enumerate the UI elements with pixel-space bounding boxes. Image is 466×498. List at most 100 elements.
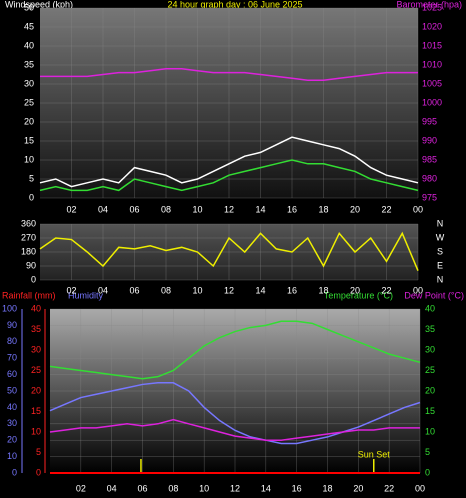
y-tick-label: 10 bbox=[24, 154, 34, 164]
y-tick-label: 15 bbox=[31, 406, 41, 416]
y-tick-label: 5 bbox=[36, 447, 41, 457]
y-tick-label: 1010 bbox=[422, 59, 442, 69]
y-tick-label: 0 bbox=[425, 467, 430, 477]
y-tick-label: 0 bbox=[36, 467, 41, 477]
x-tick-label: 06 bbox=[137, 483, 147, 493]
series-line bbox=[39, 159, 419, 192]
baro-label: Barometer (hpa) bbox=[396, 0, 462, 9]
x-tick-label: 16 bbox=[287, 204, 297, 214]
y-tick-label: 985 bbox=[422, 154, 437, 164]
y-tick-label: 30 bbox=[31, 344, 41, 354]
y-tick-label: 25 bbox=[425, 365, 435, 375]
x-tick-label: 12 bbox=[224, 285, 234, 295]
series-line bbox=[39, 231, 419, 271]
y-tick-label: 50 bbox=[24, 2, 34, 12]
series-line bbox=[49, 418, 420, 441]
x-tick-label: 00 bbox=[415, 483, 425, 493]
y-tick-label: 10 bbox=[31, 426, 41, 436]
x-tick-label: 12 bbox=[224, 204, 234, 214]
wind-label: Windspeed (kph) bbox=[5, 0, 73, 9]
x-tick-label: 22 bbox=[381, 204, 391, 214]
x-tick-label: 08 bbox=[161, 204, 171, 214]
x-tick-label: 02 bbox=[66, 204, 76, 214]
y-tick-label: 30 bbox=[7, 418, 17, 428]
y-tick-label: 60 bbox=[7, 369, 17, 379]
series-line bbox=[39, 136, 419, 188]
y-tick-label: 30 bbox=[24, 78, 34, 88]
y-tick-label: 45 bbox=[24, 21, 34, 31]
x-tick-label: 06 bbox=[129, 204, 139, 214]
title: 24 hour graph day : 06 June 2025 bbox=[167, 0, 302, 9]
x-tick-label: 20 bbox=[350, 285, 360, 295]
y-tick-label: E bbox=[437, 260, 443, 270]
y-tick-label: 40 bbox=[425, 303, 435, 313]
x-tick-label: 14 bbox=[261, 483, 271, 493]
y-tick-label: 0 bbox=[31, 274, 36, 284]
y-tick-label: 40 bbox=[31, 303, 41, 313]
y-tick-label: 20 bbox=[7, 435, 17, 445]
x-tick-label: 10 bbox=[192, 204, 202, 214]
temp-label: Temperature (°C) bbox=[324, 290, 393, 300]
y-tick-label: 100 bbox=[2, 303, 17, 313]
x-tick-label: 04 bbox=[98, 285, 108, 295]
y-tick-label: 975 bbox=[422, 192, 437, 202]
y-tick-label: 90 bbox=[7, 320, 17, 330]
x-tick-label: 00 bbox=[413, 285, 423, 295]
y-tick-label: 20 bbox=[425, 385, 435, 395]
y-tick-label: N bbox=[437, 218, 444, 228]
rain-label: Rainfall (mm) bbox=[2, 290, 56, 300]
dew-label: Dew Point (°C) bbox=[404, 290, 464, 300]
y-tick-label: 20 bbox=[31, 385, 41, 395]
x-tick-label: 16 bbox=[287, 285, 297, 295]
y-tick-label: 80 bbox=[7, 336, 17, 346]
y-tick-label: 5 bbox=[425, 447, 430, 457]
y-tick-label: 10 bbox=[7, 451, 17, 461]
y-tick-label: 1015 bbox=[422, 40, 442, 50]
y-tick-label: W bbox=[436, 232, 445, 242]
y-tick-label: 50 bbox=[7, 385, 17, 395]
x-tick-label: 18 bbox=[318, 285, 328, 295]
x-tick-label: 06 bbox=[129, 285, 139, 295]
x-tick-label: 14 bbox=[255, 204, 265, 214]
x-tick-label: 04 bbox=[107, 483, 117, 493]
y-tick-label: 15 bbox=[24, 135, 34, 145]
x-tick-label: 10 bbox=[199, 483, 209, 493]
y-tick-label: 35 bbox=[31, 324, 41, 334]
y-tick-label: 980 bbox=[422, 173, 437, 183]
x-tick-label: 08 bbox=[168, 483, 178, 493]
y-tick-label: 15 bbox=[425, 406, 435, 416]
y-tick-label: 25 bbox=[24, 97, 34, 107]
y-tick-label: 270 bbox=[21, 232, 36, 242]
y-tick-label: 35 bbox=[24, 59, 34, 69]
y-tick-label: 5 bbox=[29, 173, 34, 183]
y-tick-label: 180 bbox=[21, 246, 36, 256]
y-tick-label: 360 bbox=[21, 218, 36, 228]
y-tick-label: 1000 bbox=[422, 97, 442, 107]
y-tick-label: 10 bbox=[425, 426, 435, 436]
y-tick-label: 1020 bbox=[422, 21, 442, 31]
series-line bbox=[49, 382, 421, 445]
y-tick-label: 70 bbox=[7, 353, 17, 363]
x-tick-label: 10 bbox=[192, 285, 202, 295]
y-tick-label: 1005 bbox=[422, 78, 442, 88]
x-tick-label: 12 bbox=[230, 483, 240, 493]
y-tick-label: 1025 bbox=[422, 2, 442, 12]
y-tick-label: 995 bbox=[422, 116, 437, 126]
y-tick-label: 40 bbox=[24, 40, 34, 50]
x-tick-label: 08 bbox=[161, 285, 171, 295]
x-tick-label: 04 bbox=[98, 204, 108, 214]
x-tick-label: 16 bbox=[292, 483, 302, 493]
x-tick-label: 20 bbox=[350, 204, 360, 214]
y-tick-label: 30 bbox=[425, 344, 435, 354]
humidity-label: Humidity bbox=[68, 290, 104, 300]
x-tick-label: 22 bbox=[384, 483, 394, 493]
x-tick-label: 02 bbox=[76, 483, 86, 493]
x-tick-label: 20 bbox=[353, 483, 363, 493]
y-tick-label: 20 bbox=[24, 116, 34, 126]
y-tick-label: 25 bbox=[31, 365, 41, 375]
x-tick-label: 18 bbox=[322, 483, 332, 493]
series-line bbox=[49, 320, 421, 380]
x-tick-label: 14 bbox=[255, 285, 265, 295]
series-line bbox=[40, 68, 418, 81]
